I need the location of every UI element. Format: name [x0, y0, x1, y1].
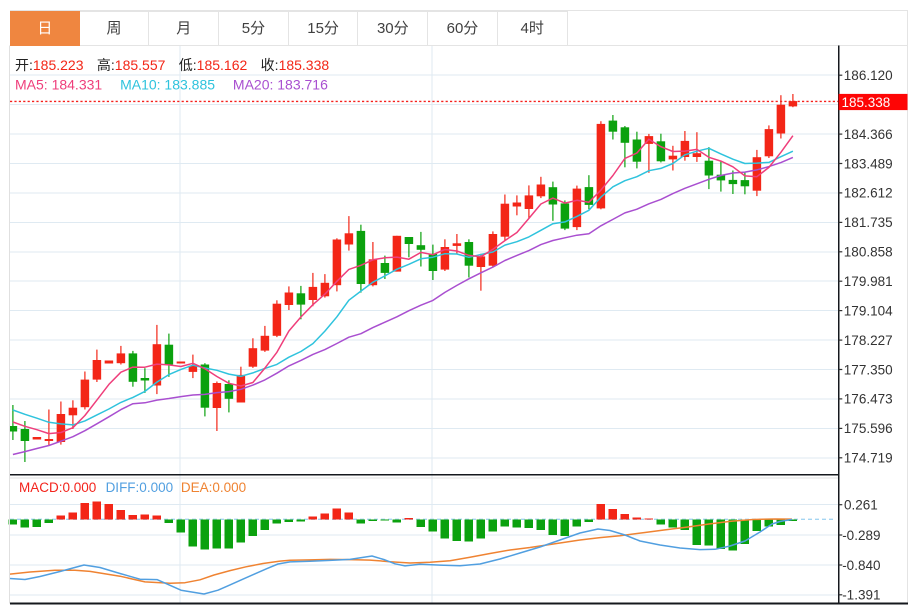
svg-text:183.489: 183.489 [844, 156, 893, 171]
svg-text:175.596: 175.596 [844, 421, 893, 436]
svg-text:开:185.223 高:185.557 低:185.16: 开:185.223 高:185.557 低:185.162 收:185.338 [15, 57, 329, 73]
svg-text:184.366: 184.366 [844, 127, 893, 142]
svg-text:182.612: 182.612 [844, 186, 893, 201]
svg-text:-0.289: -0.289 [842, 528, 880, 543]
svg-text:185.338: 185.338 [842, 95, 891, 110]
svg-text:MACD:0.000 DIFF:0.000 DEA:0.00: MACD:0.000 DIFF:0.000 DEA:0.000 [19, 480, 246, 495]
svg-text:0.261: 0.261 [844, 498, 878, 513]
svg-text:181.735: 181.735 [844, 215, 893, 230]
svg-text:179.981: 179.981 [844, 274, 893, 289]
svg-text:176.473: 176.473 [844, 392, 893, 407]
svg-text:174.719: 174.719 [844, 451, 893, 466]
svg-text:178.227: 178.227 [844, 333, 893, 348]
svg-text:179.104: 179.104 [844, 303, 893, 318]
svg-text:177.350: 177.350 [844, 362, 893, 377]
svg-text:-0.840: -0.840 [842, 558, 880, 573]
svg-text:MA5: 184.331 MA10: 183.885 MA2: MA5: 184.331 MA10: 183.885 MA20: 183.716 [15, 77, 328, 93]
svg-text:-1.391: -1.391 [842, 588, 880, 603]
svg-text:180.858: 180.858 [844, 245, 893, 260]
svg-text:186.120: 186.120 [844, 68, 893, 83]
